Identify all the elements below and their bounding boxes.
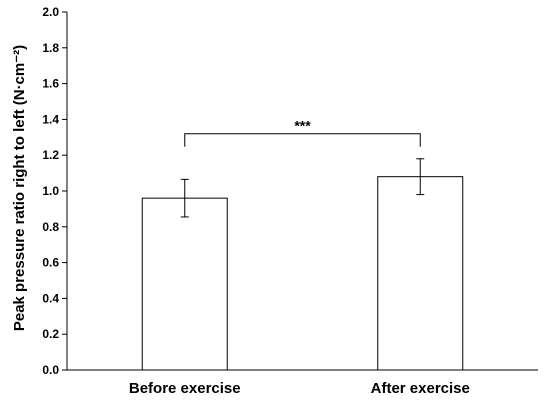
bars bbox=[141, 176, 464, 371]
y-tick-label: 1.6 bbox=[42, 77, 59, 91]
y-tick-label: 2.0 bbox=[42, 5, 59, 19]
bar bbox=[377, 176, 464, 371]
x-category-label: After exercise bbox=[371, 380, 470, 397]
y-tick-label: 1.0 bbox=[42, 184, 59, 198]
error-bars bbox=[180, 158, 425, 218]
y-tick-label: 1.4 bbox=[42, 112, 59, 126]
y-tick-label: 1.2 bbox=[42, 148, 59, 162]
y-tick-label: 0.6 bbox=[42, 256, 59, 270]
significance-label: *** bbox=[294, 118, 311, 134]
y-tick-label: 0.2 bbox=[42, 327, 59, 341]
y-axis-title: Peak pressure ratio right to left (N·cm⁻… bbox=[11, 45, 28, 331]
y-tick-label: 1.8 bbox=[42, 41, 59, 55]
significance-annotation: *** bbox=[184, 118, 421, 147]
y-tick-label: 0.4 bbox=[42, 291, 59, 305]
significance-bracket bbox=[184, 133, 421, 147]
y-axis-ticks: 0.0 0.2 0.4 0.6 0.8 1.0 1.2 1.4 1.6 1.8 2.0 bbox=[42, 5, 67, 377]
bar bbox=[141, 197, 228, 371]
x-category-label: Before exercise bbox=[129, 380, 241, 397]
y-tick-label: 0.0 bbox=[42, 363, 59, 377]
y-tick-label: 0.8 bbox=[42, 220, 59, 234]
x-axis-labels: Before exercise After exercise bbox=[129, 380, 470, 397]
